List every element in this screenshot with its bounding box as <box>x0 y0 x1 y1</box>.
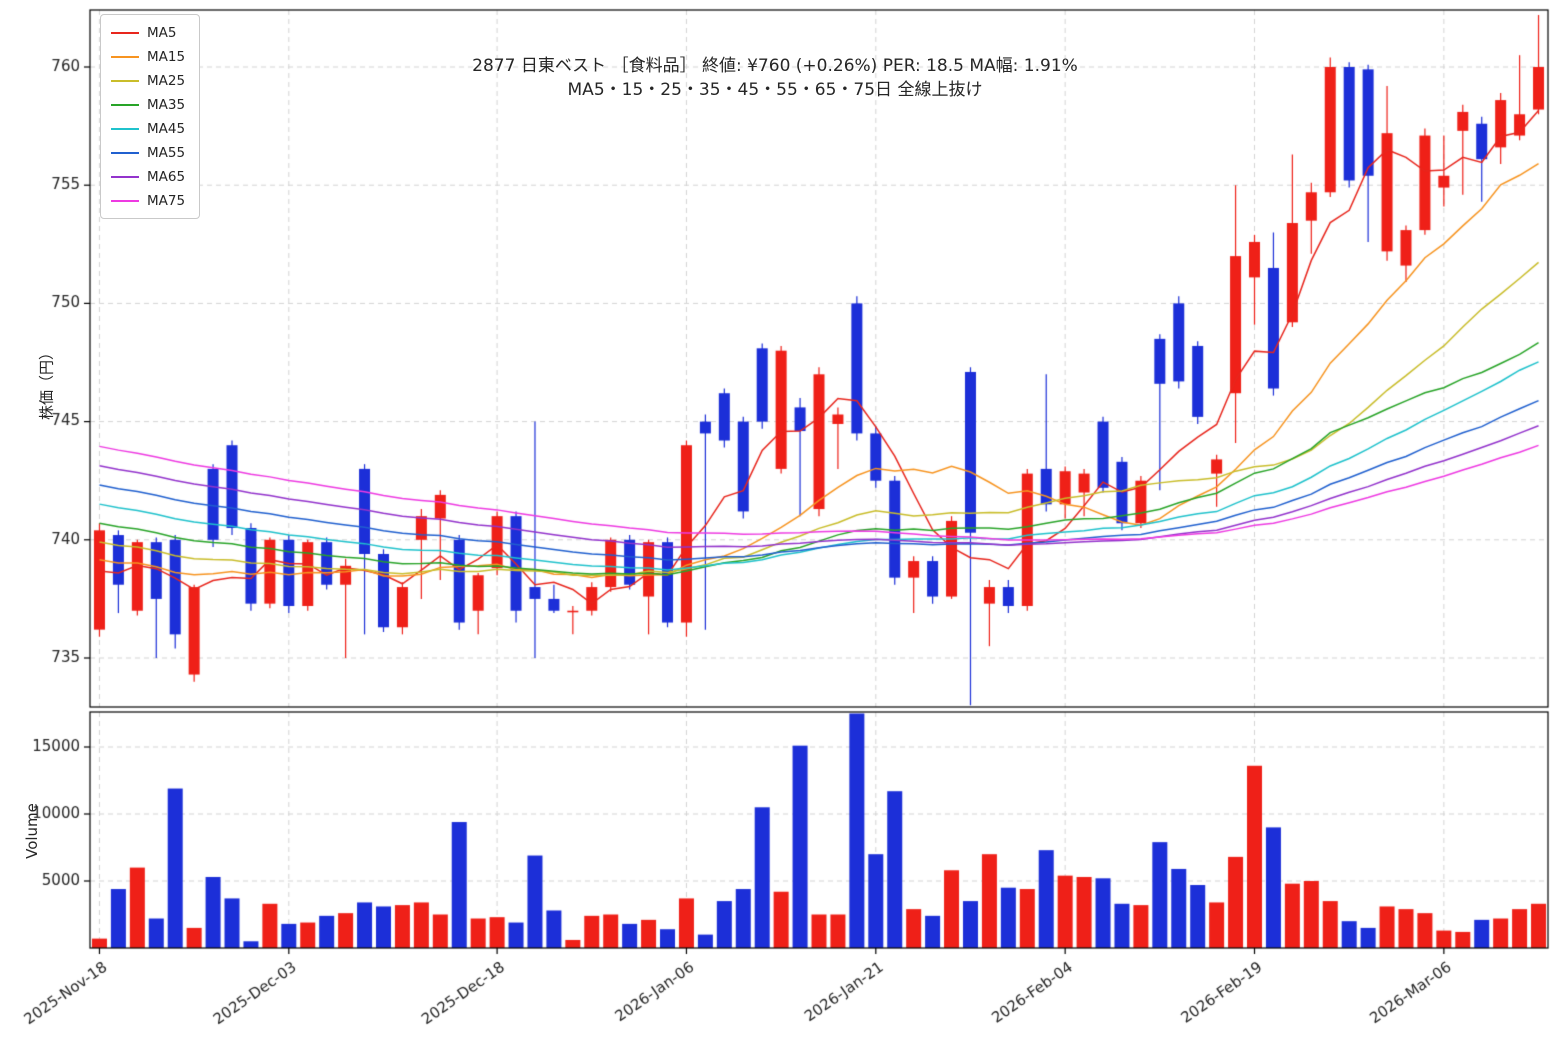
legend-item-ma75: MA75 <box>111 190 185 211</box>
legend-item-ma25: MA25 <box>111 70 185 91</box>
ma25-line-swatch-icon <box>111 79 139 82</box>
ma35-line-swatch-icon <box>111 103 139 106</box>
legend-item-ma45: MA45 <box>111 118 185 139</box>
legend-label-ma65: MA65 <box>147 168 186 185</box>
legend-label-ma45: MA45 <box>147 120 186 137</box>
legend-label-ma35: MA35 <box>147 96 186 113</box>
legend-item-ma5: MA5 <box>111 22 185 43</box>
ma45-line-swatch-icon <box>111 127 139 130</box>
ma75-line-swatch-icon <box>111 199 139 202</box>
legend-label-ma25: MA25 <box>147 72 186 89</box>
ma5-line-swatch-icon <box>111 31 139 34</box>
legend-label-ma55: MA55 <box>147 144 186 161</box>
legend-item-ma15: MA15 <box>111 46 185 67</box>
legend-label-ma5: MA5 <box>147 24 177 41</box>
legend-item-ma55: MA55 <box>111 142 185 163</box>
ma65-line-swatch-icon <box>111 175 139 178</box>
ma55-line-swatch-icon <box>111 151 139 154</box>
legend-label-ma75: MA75 <box>147 192 186 209</box>
legend-item-ma65: MA65 <box>111 166 185 187</box>
legend-item-ma35: MA35 <box>111 94 185 115</box>
ma15-line-swatch-icon <box>111 55 139 58</box>
ma-legend: MA5 MA15 MA25 MA35 MA45 MA55 MA65 MA75 <box>100 14 201 219</box>
legend-label-ma15: MA15 <box>147 48 186 65</box>
